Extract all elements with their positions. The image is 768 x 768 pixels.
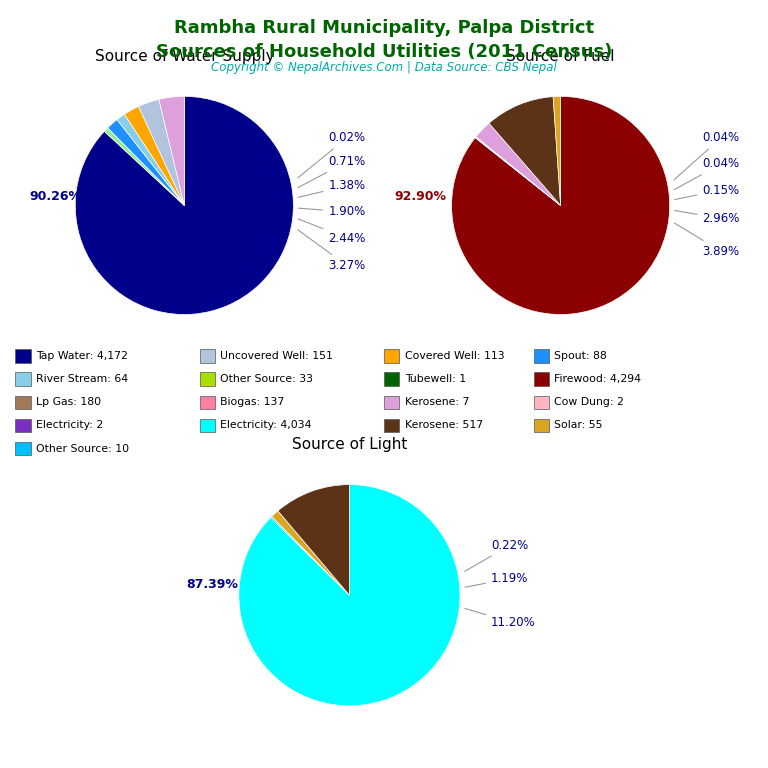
Text: 0.04%: 0.04%: [674, 157, 740, 190]
Wedge shape: [138, 99, 184, 206]
Text: 0.04%: 0.04%: [674, 131, 740, 180]
Wedge shape: [475, 137, 561, 206]
Text: 1.90%: 1.90%: [298, 206, 366, 218]
Text: Uncovered Well: 151: Uncovered Well: 151: [220, 351, 333, 362]
Wedge shape: [553, 97, 561, 206]
Title: Source of Fuel: Source of Fuel: [506, 49, 615, 64]
Text: 3.89%: 3.89%: [674, 223, 740, 258]
Text: Other Source: 10: Other Source: 10: [36, 443, 129, 454]
Text: Copyright © NepalArchives.Com | Data Source: CBS Nepal: Copyright © NepalArchives.Com | Data Sou…: [211, 61, 557, 74]
Text: 92.90%: 92.90%: [395, 190, 447, 204]
Text: 90.26%: 90.26%: [29, 190, 81, 204]
Text: Solar: 55: Solar: 55: [554, 420, 603, 431]
Text: River Stream: 64: River Stream: 64: [36, 374, 128, 385]
Wedge shape: [270, 516, 349, 595]
Wedge shape: [475, 137, 561, 206]
Text: Biogas: 137: Biogas: 137: [220, 397, 285, 408]
Wedge shape: [278, 485, 349, 595]
Wedge shape: [489, 97, 561, 206]
Wedge shape: [239, 485, 460, 706]
Text: Rambha Rural Municipality, Palpa District
Sources of Household Utilities (2011 C: Rambha Rural Municipality, Palpa Distric…: [156, 19, 612, 61]
Text: 0.02%: 0.02%: [298, 131, 366, 178]
Wedge shape: [75, 97, 293, 314]
Text: 0.71%: 0.71%: [298, 155, 366, 187]
Text: 0.22%: 0.22%: [465, 539, 528, 571]
Text: Lp Gas: 180: Lp Gas: 180: [36, 397, 101, 408]
Title: Source of Light: Source of Light: [292, 437, 407, 452]
Text: Cow Dung: 2: Cow Dung: 2: [554, 397, 624, 408]
Text: Kerosene: 517: Kerosene: 517: [405, 420, 483, 431]
Text: 2.44%: 2.44%: [298, 219, 366, 245]
Wedge shape: [117, 114, 184, 206]
Text: 1.38%: 1.38%: [298, 179, 366, 197]
Text: Tap Water: 4,172: Tap Water: 4,172: [36, 351, 128, 362]
Wedge shape: [452, 97, 670, 314]
Text: 1.19%: 1.19%: [465, 572, 528, 588]
Text: 0.15%: 0.15%: [674, 184, 740, 200]
Text: Electricity: 4,034: Electricity: 4,034: [220, 420, 312, 431]
Text: 11.20%: 11.20%: [465, 608, 536, 629]
Text: 2.96%: 2.96%: [674, 210, 740, 225]
Text: 87.39%: 87.39%: [186, 578, 237, 591]
Text: Kerosene: 7: Kerosene: 7: [405, 397, 469, 408]
Text: Firewood: 4,294: Firewood: 4,294: [554, 374, 641, 385]
Text: Covered Well: 113: Covered Well: 113: [405, 351, 505, 362]
Text: Tubewell: 1: Tubewell: 1: [405, 374, 466, 385]
Wedge shape: [124, 107, 184, 206]
Wedge shape: [272, 511, 349, 595]
Title: Source of Water Supply: Source of Water Supply: [94, 49, 274, 64]
Text: Other Source: 33: Other Source: 33: [220, 374, 313, 385]
Wedge shape: [104, 128, 184, 206]
Text: 3.27%: 3.27%: [298, 230, 366, 272]
Wedge shape: [159, 97, 184, 206]
Wedge shape: [476, 123, 561, 206]
Text: Electricity: 2: Electricity: 2: [36, 420, 104, 431]
Text: Spout: 88: Spout: 88: [554, 351, 607, 362]
Wedge shape: [108, 120, 184, 206]
